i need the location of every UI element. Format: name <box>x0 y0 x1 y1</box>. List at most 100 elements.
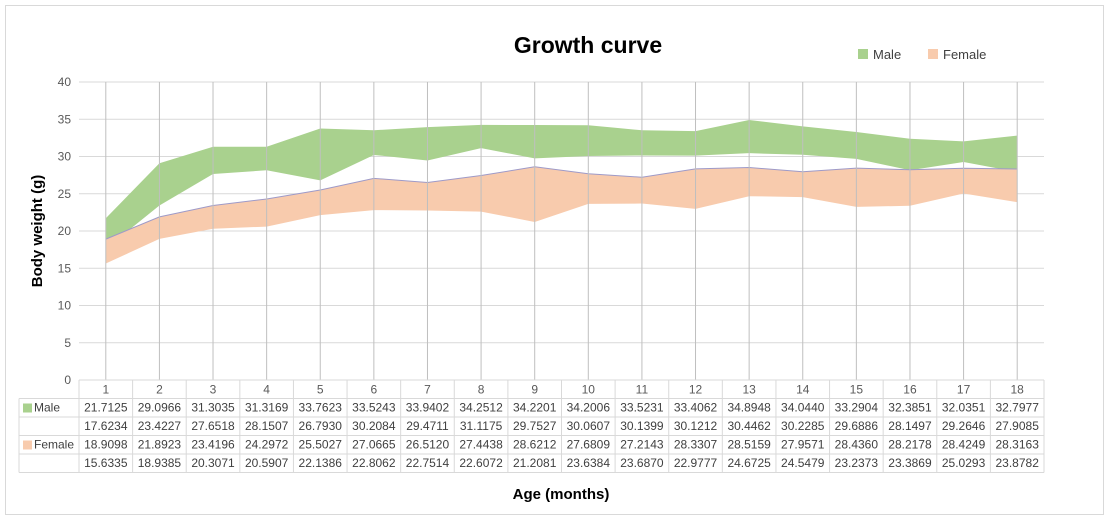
y-tick-label: 20 <box>58 224 72 238</box>
x-tick-label: 17 <box>957 383 971 397</box>
table-cell-lower: 15.6335 <box>84 456 128 470</box>
table-cell-lower: 21.2081 <box>513 456 557 470</box>
legend-swatch-female <box>928 49 938 59</box>
table-cell-lower: 20.5907 <box>245 456 289 470</box>
table-cell-lower: 22.7514 <box>406 456 450 470</box>
x-tick-label: 16 <box>903 383 917 397</box>
table-cell-lower: 29.6886 <box>835 419 879 433</box>
table-cell-lower: 24.5479 <box>781 456 825 470</box>
table-cell-lower: 29.4711 <box>406 419 449 433</box>
table-cell-upper: 27.4438 <box>459 438 503 452</box>
x-tick-label: 4 <box>263 383 270 397</box>
table-cell-lower: 23.8782 <box>995 456 1039 470</box>
table-cell-upper: 25.5027 <box>299 438 343 452</box>
table-cell-upper: 26.5120 <box>406 438 450 452</box>
legend-swatch-male <box>858 49 868 59</box>
y-tick-label: 5 <box>64 336 71 350</box>
table-cell-lower: 30.2285 <box>781 419 825 433</box>
table-cell-lower: 31.1175 <box>460 419 503 433</box>
table-cell-upper: 33.9402 <box>406 401 450 415</box>
table-cell-lower: 17.6234 <box>84 419 128 433</box>
x-tick-label: 8 <box>478 383 485 397</box>
table-cell-lower: 25.0293 <box>942 456 986 470</box>
table-cell-lower: 22.9777 <box>674 456 718 470</box>
x-tick-label: 12 <box>689 383 703 397</box>
y-tick-label: 35 <box>58 112 72 126</box>
table-cell-upper: 34.0440 <box>781 401 825 415</box>
table-cell-lower: 30.4462 <box>727 419 771 433</box>
table-cell-upper: 32.0351 <box>942 401 986 415</box>
table-cell-upper: 34.2006 <box>567 401 611 415</box>
table-cell-upper: 27.6809 <box>567 438 611 452</box>
table-cell-lower: 27.9085 <box>995 419 1039 433</box>
x-tick-label: 18 <box>1011 383 1025 397</box>
table-cell-upper: 27.0665 <box>352 438 396 452</box>
legend-label-male: Male <box>873 47 901 62</box>
y-tick-label: 0 <box>64 373 71 387</box>
table-cell-lower: 23.6384 <box>567 456 611 470</box>
table-cell-upper: 33.4062 <box>674 401 718 415</box>
table-cell-upper: 33.5243 <box>352 401 396 415</box>
table-cell-lower: 20.3071 <box>191 456 235 470</box>
table-cell-lower: 29.7527 <box>513 419 557 433</box>
table-cell-lower: 30.2084 <box>352 419 396 433</box>
x-tick-label: 9 <box>531 383 538 397</box>
x-tick-label: 5 <box>317 383 324 397</box>
table-cell-upper: 27.2143 <box>620 438 664 452</box>
table-cell-upper: 27.9571 <box>781 438 825 452</box>
table-cell-lower: 23.6870 <box>620 456 664 470</box>
table-cell-lower: 26.7930 <box>299 419 343 433</box>
chart-frame: Growth curve Body weight (g) Age (months… <box>5 5 1104 515</box>
table-cell-lower: 24.6725 <box>727 456 771 470</box>
x-tick-label: 7 <box>424 383 431 397</box>
y-tick-label: 30 <box>58 150 72 164</box>
table-cell-upper: 33.7623 <box>299 401 343 415</box>
table-cell-upper: 21.8923 <box>138 438 182 452</box>
table-cell-lower: 22.8062 <box>352 456 396 470</box>
area-band-female <box>105 166 1018 264</box>
table-cell-upper: 34.2201 <box>513 401 557 415</box>
x-tick-label: 14 <box>796 383 810 397</box>
table-cell-upper: 32.3851 <box>888 401 932 415</box>
table-cell-upper: 29.0966 <box>138 401 182 415</box>
y-tick-label: 15 <box>58 261 72 275</box>
table-series-name-male: Male <box>34 401 60 415</box>
table-cell-upper: 28.4249 <box>942 438 986 452</box>
table-cell-lower: 22.1386 <box>299 456 343 470</box>
table-cell-lower: 30.1399 <box>620 419 664 433</box>
table-cell-upper: 28.2178 <box>888 438 932 452</box>
table-cell-upper: 31.3035 <box>191 401 235 415</box>
table-cell-upper: 28.5159 <box>727 438 771 452</box>
y-tick-label: 40 <box>58 75 72 89</box>
table-cell-lower: 30.0607 <box>567 419 611 433</box>
table-cell-lower: 22.6072 <box>459 456 503 470</box>
area-band-male <box>105 120 1018 249</box>
table-series-name-female: Female <box>34 438 74 452</box>
x-tick-label: 15 <box>850 383 864 397</box>
table-cell-upper: 28.3307 <box>674 438 718 452</box>
table-cell-upper: 33.2904 <box>835 401 879 415</box>
table-cell-lower: 28.1497 <box>888 419 932 433</box>
table-cell-upper: 34.2512 <box>459 401 503 415</box>
y-axis-label: Body weight (g) <box>29 175 46 288</box>
chart-title: Growth curve <box>514 32 662 58</box>
table-legend-key-male <box>23 403 32 413</box>
table-cell-upper: 21.7125 <box>84 401 128 415</box>
x-axis-label: Age (months) <box>513 486 610 503</box>
y-tick-label: 10 <box>58 299 72 313</box>
table-cell-lower: 27.6518 <box>191 419 235 433</box>
y-tick-label: 25 <box>58 187 72 201</box>
table-cell-upper: 28.6212 <box>513 438 557 452</box>
table-cell-upper: 23.4196 <box>191 438 235 452</box>
table-cell-upper: 18.9098 <box>84 438 128 452</box>
table-cell-upper: 32.7977 <box>995 401 1039 415</box>
x-tick-label: 10 <box>582 383 596 397</box>
table-cell-lower: 28.1507 <box>245 419 289 433</box>
table-cell-lower: 23.2373 <box>835 456 879 470</box>
table-cell-upper: 34.8948 <box>727 401 771 415</box>
table-cell-upper: 24.2972 <box>245 438 289 452</box>
table-cell-lower: 29.2646 <box>942 419 986 433</box>
growth-curve-chart: Growth curve Body weight (g) Age (months… <box>18 32 1045 503</box>
table-cell-lower: 30.1212 <box>674 419 718 433</box>
table-cell-upper: 33.5231 <box>620 401 664 415</box>
